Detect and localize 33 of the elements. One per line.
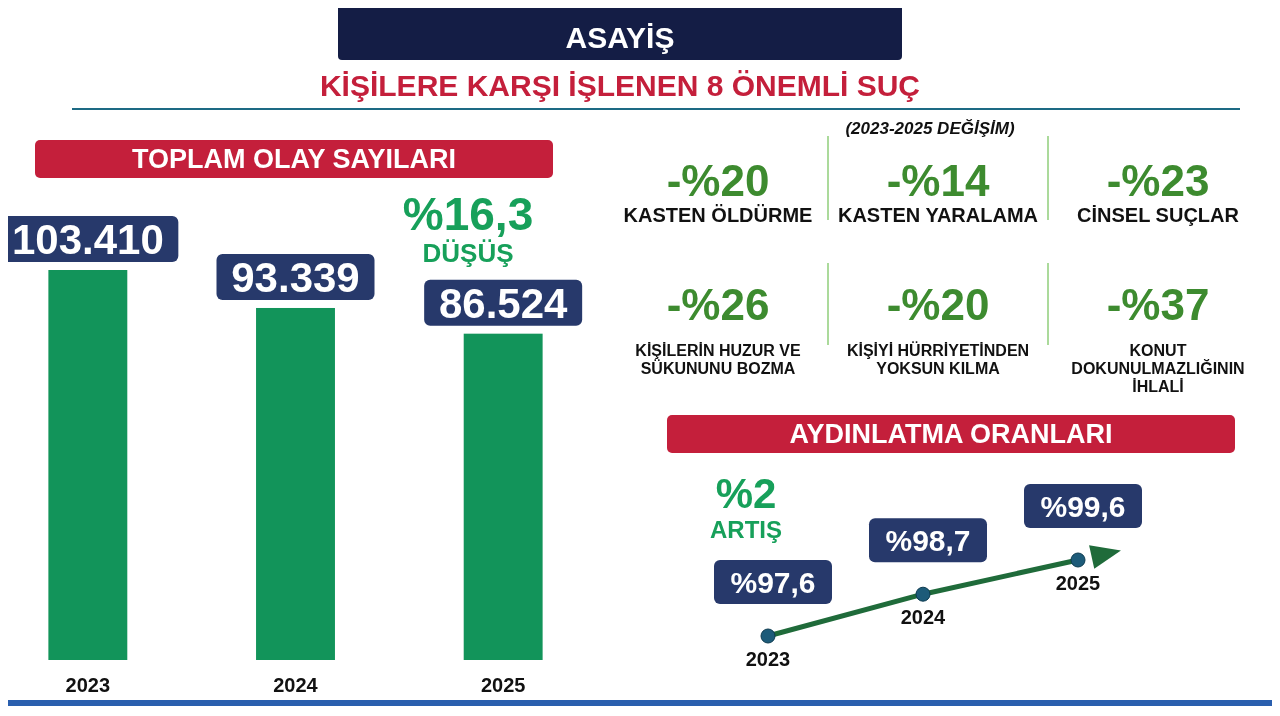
text: KİŞİLERE KARŞI İŞLENEN 8 ÖNEMLİ SUÇ <box>319 69 921 102</box>
text: ASAYİŞ <box>565 21 675 54</box>
x-tick-label: 2023 <box>65 674 111 696</box>
text: KASTEN ÖLDÜRME <box>623 204 813 226</box>
data-label: 93.339 <box>231 253 360 301</box>
text: KİŞİLERİN HUZUR VE SÜKUNUNU BOZMA <box>635 342 801 377</box>
x-tick-label: 2024 <box>273 674 319 696</box>
data-label: 103.410 <box>11 216 164 263</box>
x-tick-label: 2023 <box>745 648 791 670</box>
x-tick-label: 2024 <box>900 606 947 629</box>
x-tick-label: 2025 <box>480 674 526 696</box>
text: -%23 <box>1106 156 1210 205</box>
text: %97,6 <box>730 566 816 599</box>
text: -%26 <box>666 280 770 329</box>
text: KONUT DOKUNULMAZLIĞININ İHLALİ <box>1071 342 1245 395</box>
text: KASTEN YARALAMA <box>837 204 1039 226</box>
text: (2023-2025 DEĞİŞİM) <box>845 119 1015 138</box>
text: -%20 <box>886 280 990 329</box>
text: DÜŞÜŞ <box>422 238 514 268</box>
text: %16,3 <box>402 188 534 240</box>
data-label: 86.524 <box>438 279 569 327</box>
text: %98,7 <box>885 524 971 558</box>
x-tick-label: 2025 <box>1055 572 1101 594</box>
text: -%14 <box>886 156 990 205</box>
text: %99,6 <box>1040 490 1126 523</box>
text: CİNSEL SUÇLAR <box>1077 204 1240 226</box>
text: -%37 <box>1106 280 1210 329</box>
text: -%20 <box>666 156 770 205</box>
chart-title: AYDINLATMA ORANLARI <box>789 419 1113 449</box>
text: %2 <box>715 470 777 517</box>
text: KİŞİYİ HÜRRİYETİNDEN YOKSUN KILMA <box>846 341 1030 377</box>
text: ARTIŞ <box>710 516 782 543</box>
chart-title: TOPLAM OLAY SAYILARI <box>131 144 457 174</box>
